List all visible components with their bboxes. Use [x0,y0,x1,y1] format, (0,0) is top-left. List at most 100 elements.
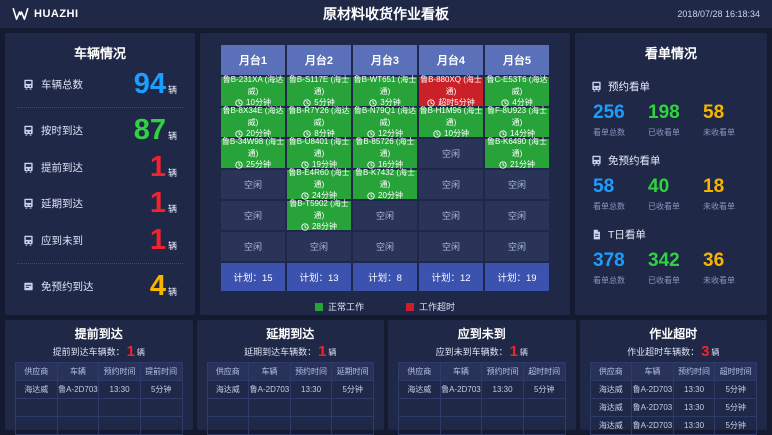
platform-cell-plate: 鲁C-E53T6 (海达威) [486,75,548,96]
table-header-cell: 供应商 [15,362,58,381]
page-title: 原材料收货作业看板 [323,6,449,22]
platform-cell: 鲁B-85726 (海士通) 16分钟 [353,137,417,169]
order-stat-value: 378 [593,249,625,271]
order-stat: 58 看单总数 [593,176,639,212]
vehicle-stat-label: 免预约到达 [41,281,94,294]
platform-cell-time: 28分钟 [301,221,337,233]
bottom-panel-subtitle: 提前到达车辆数： 1 辆 [15,343,183,360]
legend-item: 工作超时 [406,300,455,313]
platform-cell-plate: 鲁B-85726 (海士通) [355,137,415,158]
clock-icon [301,192,309,200]
platform-header: 月台2 [287,45,351,75]
platform-cell: 鲁B-E4R60 (海士通) 24分钟 [287,168,351,201]
table-cell: 5分钟 [331,380,374,399]
order-stat: 36 未收看单 [703,250,749,286]
platform-cell: 鲁B-880XQ (海士通) 超时5分钟 [419,75,483,107]
time-text: 25分钟 [246,160,271,170]
order-section: 免预约看单 58 看单总数 40 已收看单 18 未收看单 [591,153,751,212]
table-header-cell: 车辆 [56,362,100,381]
vehicle-stat-unit: 辆 [167,167,177,178]
time-text: 8分钟 [314,129,335,139]
order-stat-label: 看单总数 [593,127,625,137]
bottom-panel-subtitle: 作业超时车辆数： 3 辆 [590,343,758,360]
table-cell [98,416,141,435]
platform-cell-empty: 空闲 [419,139,483,168]
count-unit: 辆 [711,348,720,357]
table-cell: 13:30 [289,380,333,399]
order-stats-row: 58 看单总数 40 已收看单 18 未收看单 [591,176,751,212]
platform-cell-plate: 鲁B-34W98 (海士通) [221,137,285,158]
table-row [206,398,374,417]
logo: HUAZHI [12,7,79,21]
table-header-cell: 供应商 [206,362,250,381]
platform-cell-plate: 鲁B-WT651 (海士通) [353,75,417,96]
time-text: 20分钟 [378,191,403,201]
platform-cell-time: 10分钟 [235,97,271,109]
order-stat-label: 未收看单 [703,275,735,285]
platform-cell-empty: 空闲 [419,201,483,230]
vehicle-stat-label: 延期到达 [41,198,83,211]
bottom-panel-subtitle: 应到未到车辆数： 1 辆 [398,343,566,360]
order-stat: 18 未收看单 [703,176,749,212]
order-stat-label: 未收看单 [703,201,735,211]
platform-header: 月台1 [221,45,285,75]
table-cell: 鲁A-2D703 [631,398,674,417]
platform-cell-time: 12分钟 [367,128,403,140]
table-header-row: 供应商 车辆 预约时间 延期时间 [206,362,374,381]
divider [17,263,183,265]
table-cell [439,398,483,417]
order-stat-label: 已收看单 [648,127,680,137]
vehicle-stat-row: 按时到达 87 辆 [5,113,195,146]
bus-icon [23,79,34,90]
platform-cell-plate: 鲁B-K7432 (海士通) [354,168,416,189]
order-stat-value: 342 [648,249,680,271]
time-text: 24分钟 [312,191,337,201]
clock-icon [301,223,309,231]
table-cell: 5分钟 [714,416,757,435]
platform-cell-time: 5分钟 [303,97,335,109]
table-cell: 鲁A-2D703 [248,380,291,399]
platform-cell-plate: 鲁B-T5902 (海士通) [289,199,349,220]
platform-cell-empty: 空闲 [353,201,417,230]
table-row [15,398,183,417]
top-bar: HUAZHI 原材料收货作业看板 2018/07/28 16:18:34 [0,0,772,28]
vehicle-stat-label: 车辆总数 [41,78,83,91]
order-stats-row: 256 看单总数 198 已收看单 58 未收看单 [591,102,751,138]
table-header-cell: 预约时间 [98,362,141,381]
vehicle-stats-list: 车辆总数 94 辆按时到达 87 辆提前到达 1 辆延期到达 1 辆应到未到 1 辆免预约到达 4 辆 [5,62,195,315]
clock-icon [235,130,243,138]
table-cell [56,398,100,417]
table-cell [398,416,441,435]
clock-icon [303,99,311,107]
clock-icon [499,130,507,138]
order-stat-value: 198 [648,102,680,123]
vehicle-stat-row: 免预约到达 4 辆 [5,272,195,301]
vehicle-stat-row: 提前到达 1 辆 [5,152,195,182]
table-row [15,416,183,435]
vehicle-stat-value: 1 [149,187,166,220]
platform-cell-empty: 空闲 [287,232,351,261]
clock-icon [301,161,309,169]
platform-cell-time: 14分钟 [499,128,535,140]
table-cell [481,398,524,417]
platform-cell: 鲁B-WT651 (海士通) 3分钟 [353,75,417,107]
table-cell [289,416,333,435]
order-section: T日看单 378 看单总数 342 已收看单 36 未收看单 [591,227,751,286]
order-stat-label: 未收看单 [703,127,735,137]
order-stat-label: 看单总数 [593,275,625,285]
table-cell: 鲁A-2D703 [439,380,483,399]
vehicle-stat-value: 4 [149,270,166,303]
table-row [398,398,566,417]
vehicle-stat-value: 87 [133,113,166,146]
table-header-cell: 车辆 [631,362,674,381]
order-stat: 40 已收看单 [648,176,694,212]
platform-cell-time: 4分钟 [501,97,533,109]
table-cell: 5分钟 [522,380,566,399]
bottom-table: 供应商 车辆 预约时间 超时时间 海达威 鲁A-2D703 13:30 5分钟 海达威 鲁A-2D… [589,362,758,435]
platform-plan-count: 计划：8 [353,263,417,291]
order-stat-label: 已收看单 [648,201,680,211]
platform-cell-empty: 空闲 [485,201,549,230]
table-row: 海达威 鲁A-2D703 13:30 5分钟 [15,380,183,399]
platform-cell: 鲁F-8U923 (海士通) 14分钟 [485,106,549,140]
table-cell [522,416,566,435]
